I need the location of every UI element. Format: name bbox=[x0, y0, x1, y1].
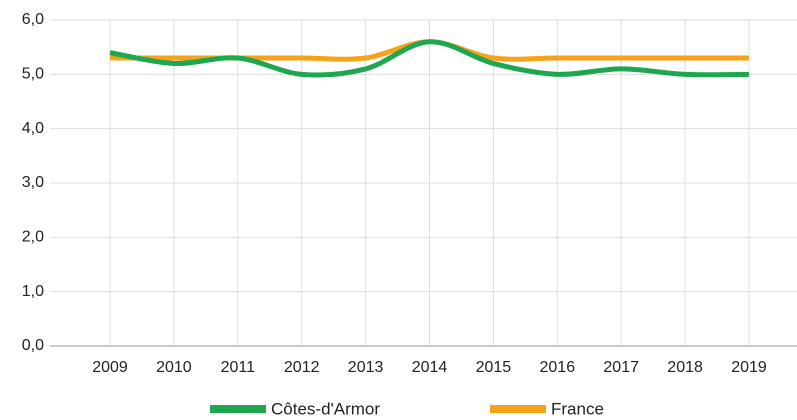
y-tick-label: 3,0 bbox=[22, 174, 44, 191]
y-tick-label: 2,0 bbox=[22, 229, 44, 246]
y-tick-label: 5,0 bbox=[22, 66, 44, 83]
y-tick-label: 4,0 bbox=[22, 120, 44, 137]
x-tick-label: 2009 bbox=[92, 359, 128, 376]
x-tick-label: 2012 bbox=[284, 359, 320, 376]
x-tick-label: 2015 bbox=[476, 359, 512, 376]
x-tick-label: 2014 bbox=[412, 359, 448, 376]
x-tick-label: 2016 bbox=[540, 359, 576, 376]
legend-swatch bbox=[210, 405, 266, 413]
x-tick-label: 2019 bbox=[731, 359, 767, 376]
x-tick-label: 2011 bbox=[221, 359, 256, 376]
y-tick-label: 0,0 bbox=[22, 337, 44, 354]
y-tick-label: 1,0 bbox=[22, 283, 44, 300]
x-tick-label: 2018 bbox=[667, 359, 703, 376]
x-tick-label: 2010 bbox=[156, 359, 192, 376]
legend-swatch bbox=[490, 405, 546, 413]
x-tick-label: 2013 bbox=[348, 359, 384, 376]
legend-label: France bbox=[551, 399, 604, 418]
series-line bbox=[109, 39, 750, 78]
y-tick-label: 6,0 bbox=[22, 11, 44, 28]
legend-label: Côtes-d'Armor bbox=[271, 399, 380, 418]
x-tick-label: 2017 bbox=[603, 359, 639, 376]
